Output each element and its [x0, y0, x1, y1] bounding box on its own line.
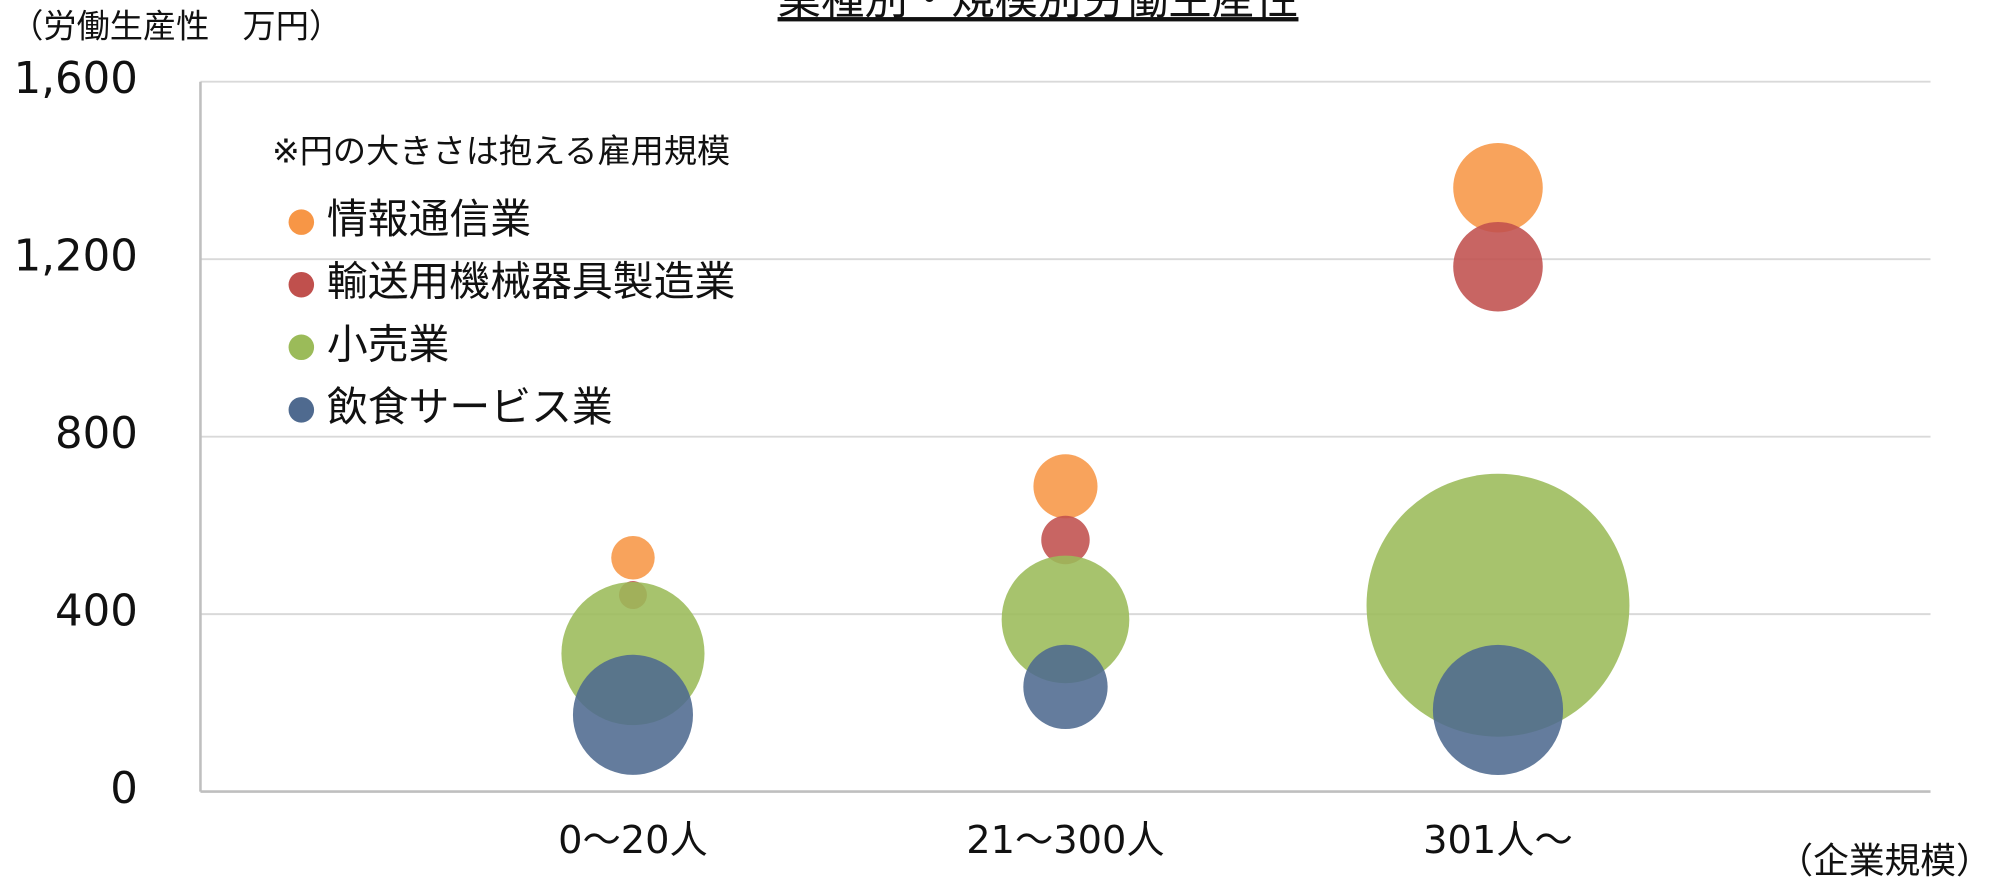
y-tick-label: 0 [110, 764, 138, 814]
legend-marker [288, 271, 315, 298]
bubble [1001, 555, 1130, 684]
chart-title: 業種別・規模別労働生産性 [778, 0, 1299, 25]
x-axis-label: （企業規模） [1777, 841, 1991, 882]
legend-label: 飲食サービス業 [327, 383, 613, 431]
bubble [1033, 454, 1098, 519]
legend-label: 情報通信業 [327, 195, 531, 243]
y-tick-label: 400 [55, 587, 138, 637]
y-tick-label: 1,200 [14, 232, 138, 282]
legend-marker [288, 397, 315, 423]
bubble [1023, 644, 1108, 730]
y-axis-label: （労働生産性 万円） [10, 7, 342, 46]
legend-marker [288, 334, 315, 361]
y-tick-label: 1,600 [14, 54, 138, 104]
x-tick-label: 21〜300人 [966, 818, 1164, 863]
legend-label: 小売業 [327, 320, 450, 368]
legend-label: 輸送用機械器具製造業 [327, 258, 735, 306]
x-tick-label: 0〜20人 [558, 818, 708, 863]
bubble [1453, 221, 1543, 312]
bubble [1453, 142, 1543, 233]
bubble [572, 654, 693, 775]
bubble [611, 536, 655, 580]
legend-marker [288, 209, 315, 235]
bubble [1432, 644, 1564, 776]
bubble [1366, 473, 1630, 737]
bubble [1041, 515, 1090, 565]
note: ※円の大きさは抱える雇用規模 [272, 132, 730, 171]
y-tick-label: 800 [55, 409, 138, 459]
x-tick-label: 301人〜 [1423, 818, 1573, 863]
